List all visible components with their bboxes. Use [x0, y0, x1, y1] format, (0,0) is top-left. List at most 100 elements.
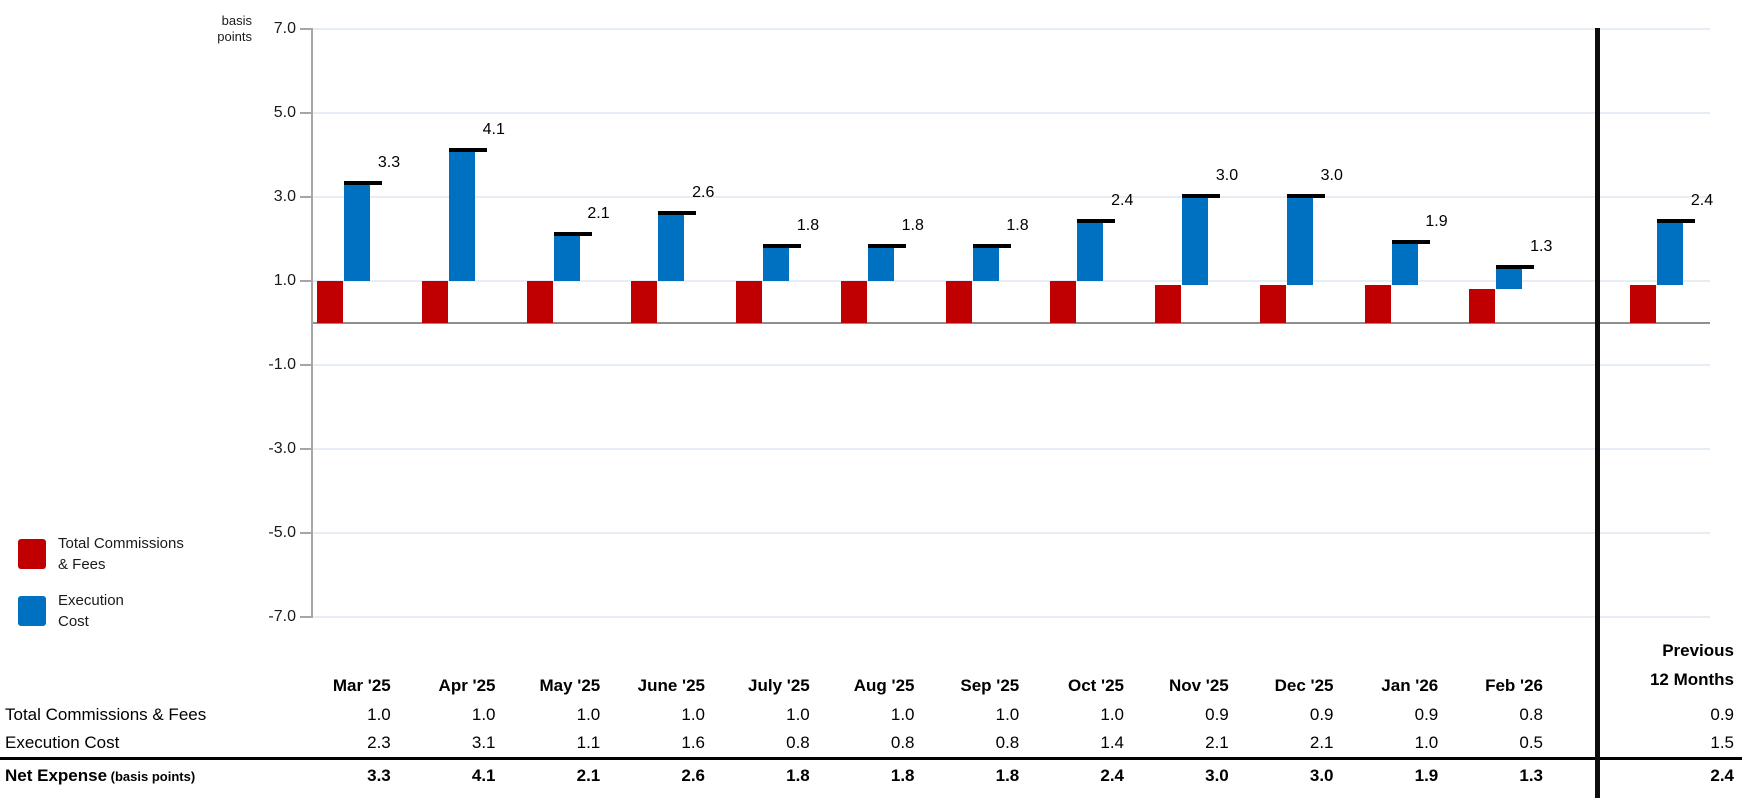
legend-label-line: Execution	[58, 592, 124, 609]
value-total-commissions-fees-mar-25: 1.0	[367, 705, 391, 724]
legend-item-total-commissions-fees: Total Commissions & Fees	[18, 533, 184, 575]
value-net-expense-sep-25: 1.8	[918, 756, 1024, 792]
bar-execution-cost-oct-25	[1077, 222, 1104, 281]
y-axis-unit-line1: basis	[221, 13, 252, 28]
value-net-expense-apr-25: 4.1	[394, 756, 500, 792]
value-execution-cost-nov-25: 2.1	[1205, 732, 1229, 752]
value-total-commissions-fees-apr-25: 1.0	[471, 705, 496, 724]
value-net-expense-aug-25: 1.8	[813, 756, 919, 792]
row-label-text: Total Commissions & Fees	[5, 705, 207, 724]
table-row-total-commissions-fees: Total Commissions & Fees 1.0 1.0 1.0 1.0 1.0 1…	[0, 701, 1742, 729]
column-header-feb-26: Feb '26	[1485, 676, 1543, 695]
net-expense-cap-jan-26	[1391, 240, 1430, 245]
net-expense-value-label-sep-25: 1.8	[1006, 217, 1029, 235]
bar-execution-cost-apr-25	[448, 150, 475, 281]
value-net-expense-feb-26: 1.3	[1442, 756, 1547, 792]
y-axis-tick	[300, 280, 313, 282]
net-expense-cap-sep-25	[972, 244, 1011, 249]
y-axis-line	[311, 29, 313, 617]
legend-label-line: & Fees	[58, 556, 106, 573]
gridline--1	[313, 364, 1710, 366]
y-axis-tick-label: -5.0	[268, 524, 296, 541]
net-expense-value-label-oct-25: 2.4	[1111, 192, 1134, 210]
zero-baseline	[313, 322, 1710, 324]
bar-execution-cost-nov-25	[1182, 197, 1208, 286]
legend-label-execution-cost: Execution Cost	[58, 590, 124, 632]
net-expense-value-label-may-25: 2.1	[587, 204, 610, 222]
summary-table: Mar '25 Apr '25 May '25 June '25 July '25 Aug…	[0, 636, 1742, 792]
net-expense-value-label-mar-25: 3.3	[377, 154, 401, 172]
gridline--3	[313, 448, 1710, 450]
net-expense-cap-aug-25	[867, 244, 906, 249]
value-total-commissions-fees-nov-25: 0.9	[1205, 705, 1229, 724]
value-net-expense-july-25: 1.8	[709, 756, 814, 792]
column-header-july-25: July '25	[748, 676, 810, 695]
column-header-may-25: May '25	[539, 676, 601, 695]
value-net-expense-mar-25: 3.3	[290, 756, 395, 792]
value-execution-cost-feb-26: 0.5	[1519, 732, 1543, 752]
legend-label-line: Total Commissions	[58, 535, 184, 552]
net-expense-cap-mar-25	[344, 181, 382, 186]
net-expense-cap-feb-26	[1496, 265, 1535, 270]
net-expense-cap-june-25	[658, 210, 697, 215]
value-execution-cost-sep-25: 0.8	[995, 732, 1020, 752]
value-execution-cost-may-25: 1.1	[576, 732, 601, 752]
net-expense-value-label-aug-25: 1.8	[901, 217, 924, 235]
previous-header-line: Previous	[1662, 641, 1734, 660]
table-row-execution-cost: Execution Cost 2.3 3.1 1.1 1.6 0.8 0.8 0.8 1.4 2.…	[0, 729, 1742, 758]
bar-execution-cost-may-25	[553, 234, 580, 281]
bar-execution-cost-mar-25	[344, 184, 370, 281]
row-label-text: Net Expense	[5, 765, 108, 785]
value-total-commissions-fees-dec-25: 0.9	[1309, 705, 1334, 724]
bar-total-commissions-fees-mar-25	[317, 281, 343, 323]
legend-swatch-total-commissions-fees	[18, 539, 46, 569]
value-execution-cost-oct-25: 1.4	[1100, 732, 1124, 752]
net-expense-cap-previous-12-months	[1657, 219, 1695, 224]
net-expense-value-label-dec-25: 3.0	[1320, 167, 1343, 184]
row-label-text: Execution Cost	[5, 732, 120, 752]
y-axis-tick-label: -3.0	[268, 440, 296, 457]
y-axis-tick-label: -1.0	[268, 356, 296, 373]
net-expense-value-label-apr-25: 4.1	[482, 120, 505, 138]
gridline-1	[313, 280, 1710, 282]
value-execution-cost-mar-25: 2.3	[367, 732, 391, 752]
value-net-expense-oct-25: 2.4	[1023, 756, 1128, 792]
legend-label-line: Cost	[58, 613, 89, 630]
bar-total-commissions-fees-previous-12-months	[1630, 285, 1656, 323]
value-net-expense-nov-25: 3.0	[1128, 756, 1233, 792]
gridline--7	[313, 616, 1710, 618]
column-header-previous-12-months: Previous 12 Months	[1547, 636, 1742, 701]
bar-total-commissions-fees-aug-25	[840, 281, 867, 323]
net-expense-cap-apr-25	[448, 147, 487, 152]
value-total-commissions-fees-sep-25: 1.0	[995, 705, 1020, 724]
net-expense-cap-nov-25	[1182, 194, 1220, 198]
legend-label-total-commissions-fees: Total Commissions & Fees	[58, 533, 184, 575]
net-expense-cap-may-25	[553, 231, 592, 236]
bar-total-commissions-fees-sep-25	[945, 281, 972, 323]
value-execution-cost-apr-25: 3.1	[471, 732, 496, 752]
bar-total-commissions-fees-oct-25	[1050, 281, 1077, 323]
y-axis-tick	[300, 28, 313, 30]
row-label-total-commissions-fees: Total Commissions & Fees	[0, 701, 290, 729]
value-net-expense-previous-12-months: 2.4	[1547, 756, 1742, 792]
y-axis-tick-label: 1.0	[273, 272, 296, 289]
column-header-oct-25: Oct '25	[1067, 676, 1124, 695]
net-expense-value-label-jan-26: 1.9	[1425, 213, 1448, 231]
y-axis-tick	[300, 112, 313, 114]
row-label-net-expense: Net Expense (basis points)	[0, 756, 290, 792]
bar-total-commissions-fees-jan-26	[1364, 285, 1391, 323]
bar-execution-cost-aug-25	[867, 247, 894, 281]
column-header-aug-25: Aug '25	[853, 676, 915, 695]
table-header-row: Mar '25 Apr '25 May '25 June '25 July '25 Aug…	[0, 636, 1742, 701]
bar-execution-cost-july-25	[763, 247, 789, 281]
y-axis-tick-label: 7.0	[273, 20, 296, 37]
y-axis-tick	[300, 616, 313, 618]
table-row-net-expense: Net Expense (basis points) 3.3 4.1 2.1 2.6 1.…	[0, 756, 1742, 792]
bar-execution-cost-feb-26	[1496, 268, 1523, 290]
y-axis-unit-line2: points	[217, 29, 252, 44]
value-execution-cost-jan-26: 1.0	[1414, 732, 1439, 752]
value-net-expense-may-25: 2.1	[499, 756, 605, 792]
value-total-commissions-fees-oct-25: 1.0	[1100, 705, 1124, 724]
column-header-nov-25: Nov '25	[1168, 676, 1229, 695]
